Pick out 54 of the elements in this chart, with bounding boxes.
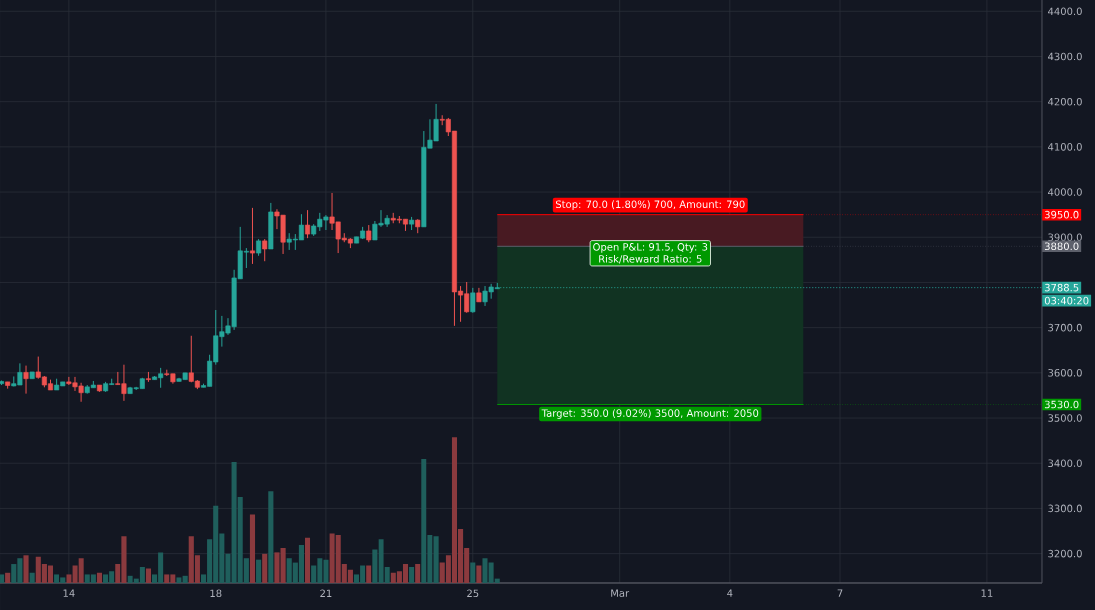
bar (145, 568, 151, 583)
ref-line-label: 3950.0 (1044, 210, 1079, 219)
bar (256, 559, 262, 583)
bar (182, 575, 188, 583)
y-tick-label: 4400.0 (1048, 7, 1082, 16)
bar (433, 536, 439, 583)
x-tick-label: 7 (837, 589, 843, 597)
bar (372, 549, 378, 583)
y-tick-label: 4000.0 (1048, 188, 1082, 196)
bar (243, 558, 249, 583)
x-tick-label: Mar (611, 589, 630, 597)
y-tick-label: 4200.0 (1048, 97, 1082, 106)
x-tick-label: 4 (727, 589, 733, 597)
y-tick-label: 4100.0 (1048, 143, 1082, 151)
ref-line-label: 3788.5 (1044, 283, 1079, 292)
annotation: Target: 350.0 (9.02%) 3500, Amount: 2050 (541, 409, 759, 419)
bar (96, 572, 103, 583)
bar (476, 565, 482, 583)
bar (5, 572, 11, 583)
candlestick (470, 287, 476, 314)
y-tick-label: 3500.0 (1048, 414, 1082, 422)
candlestick (305, 209, 311, 239)
bar (311, 565, 317, 583)
y-tick-label: 3700.0 (1048, 323, 1082, 332)
candlestick (262, 238, 268, 262)
bar (304, 537, 311, 583)
annotation: Open P&L: 91.5, Qty: 3 (593, 243, 708, 253)
candlestick (249, 207, 255, 265)
x-tick-label: 11 (981, 589, 993, 597)
x-tick-label: 18 (210, 589, 222, 598)
bar (482, 558, 488, 583)
bar (23, 555, 29, 583)
bar (262, 553, 268, 583)
y-tick-label: 3900.0 (1048, 233, 1082, 242)
bar (249, 514, 256, 583)
ref-line-label: 3880.0 (1044, 242, 1079, 251)
bar (409, 566, 415, 583)
y-tick-label: 3300.0 (1048, 504, 1082, 513)
text: 03:40:20 (1044, 296, 1089, 305)
x-tick-label: 21 (320, 589, 332, 597)
x-tick-label: 14 (63, 589, 75, 597)
x-tick-label: 25 (467, 589, 479, 598)
y-tick-label: 4300.0 (1048, 52, 1082, 61)
annotation: Stop: 70.0 (1.80%) 700, Amount: 790 (555, 200, 745, 210)
y-tick-label: 3600.0 (1048, 369, 1082, 377)
bar (415, 564, 421, 583)
bar (366, 565, 372, 583)
bar (29, 572, 35, 583)
y-tick-label: 3400.0 (1048, 459, 1082, 467)
y-tick-label: 3200.0 (1048, 549, 1082, 558)
candlestick (23, 365, 29, 395)
annotation: Risk/Reward Ratio: 5 (599, 254, 702, 264)
bar (470, 562, 476, 583)
ref-line-label: 3530.0 (1044, 400, 1079, 409)
